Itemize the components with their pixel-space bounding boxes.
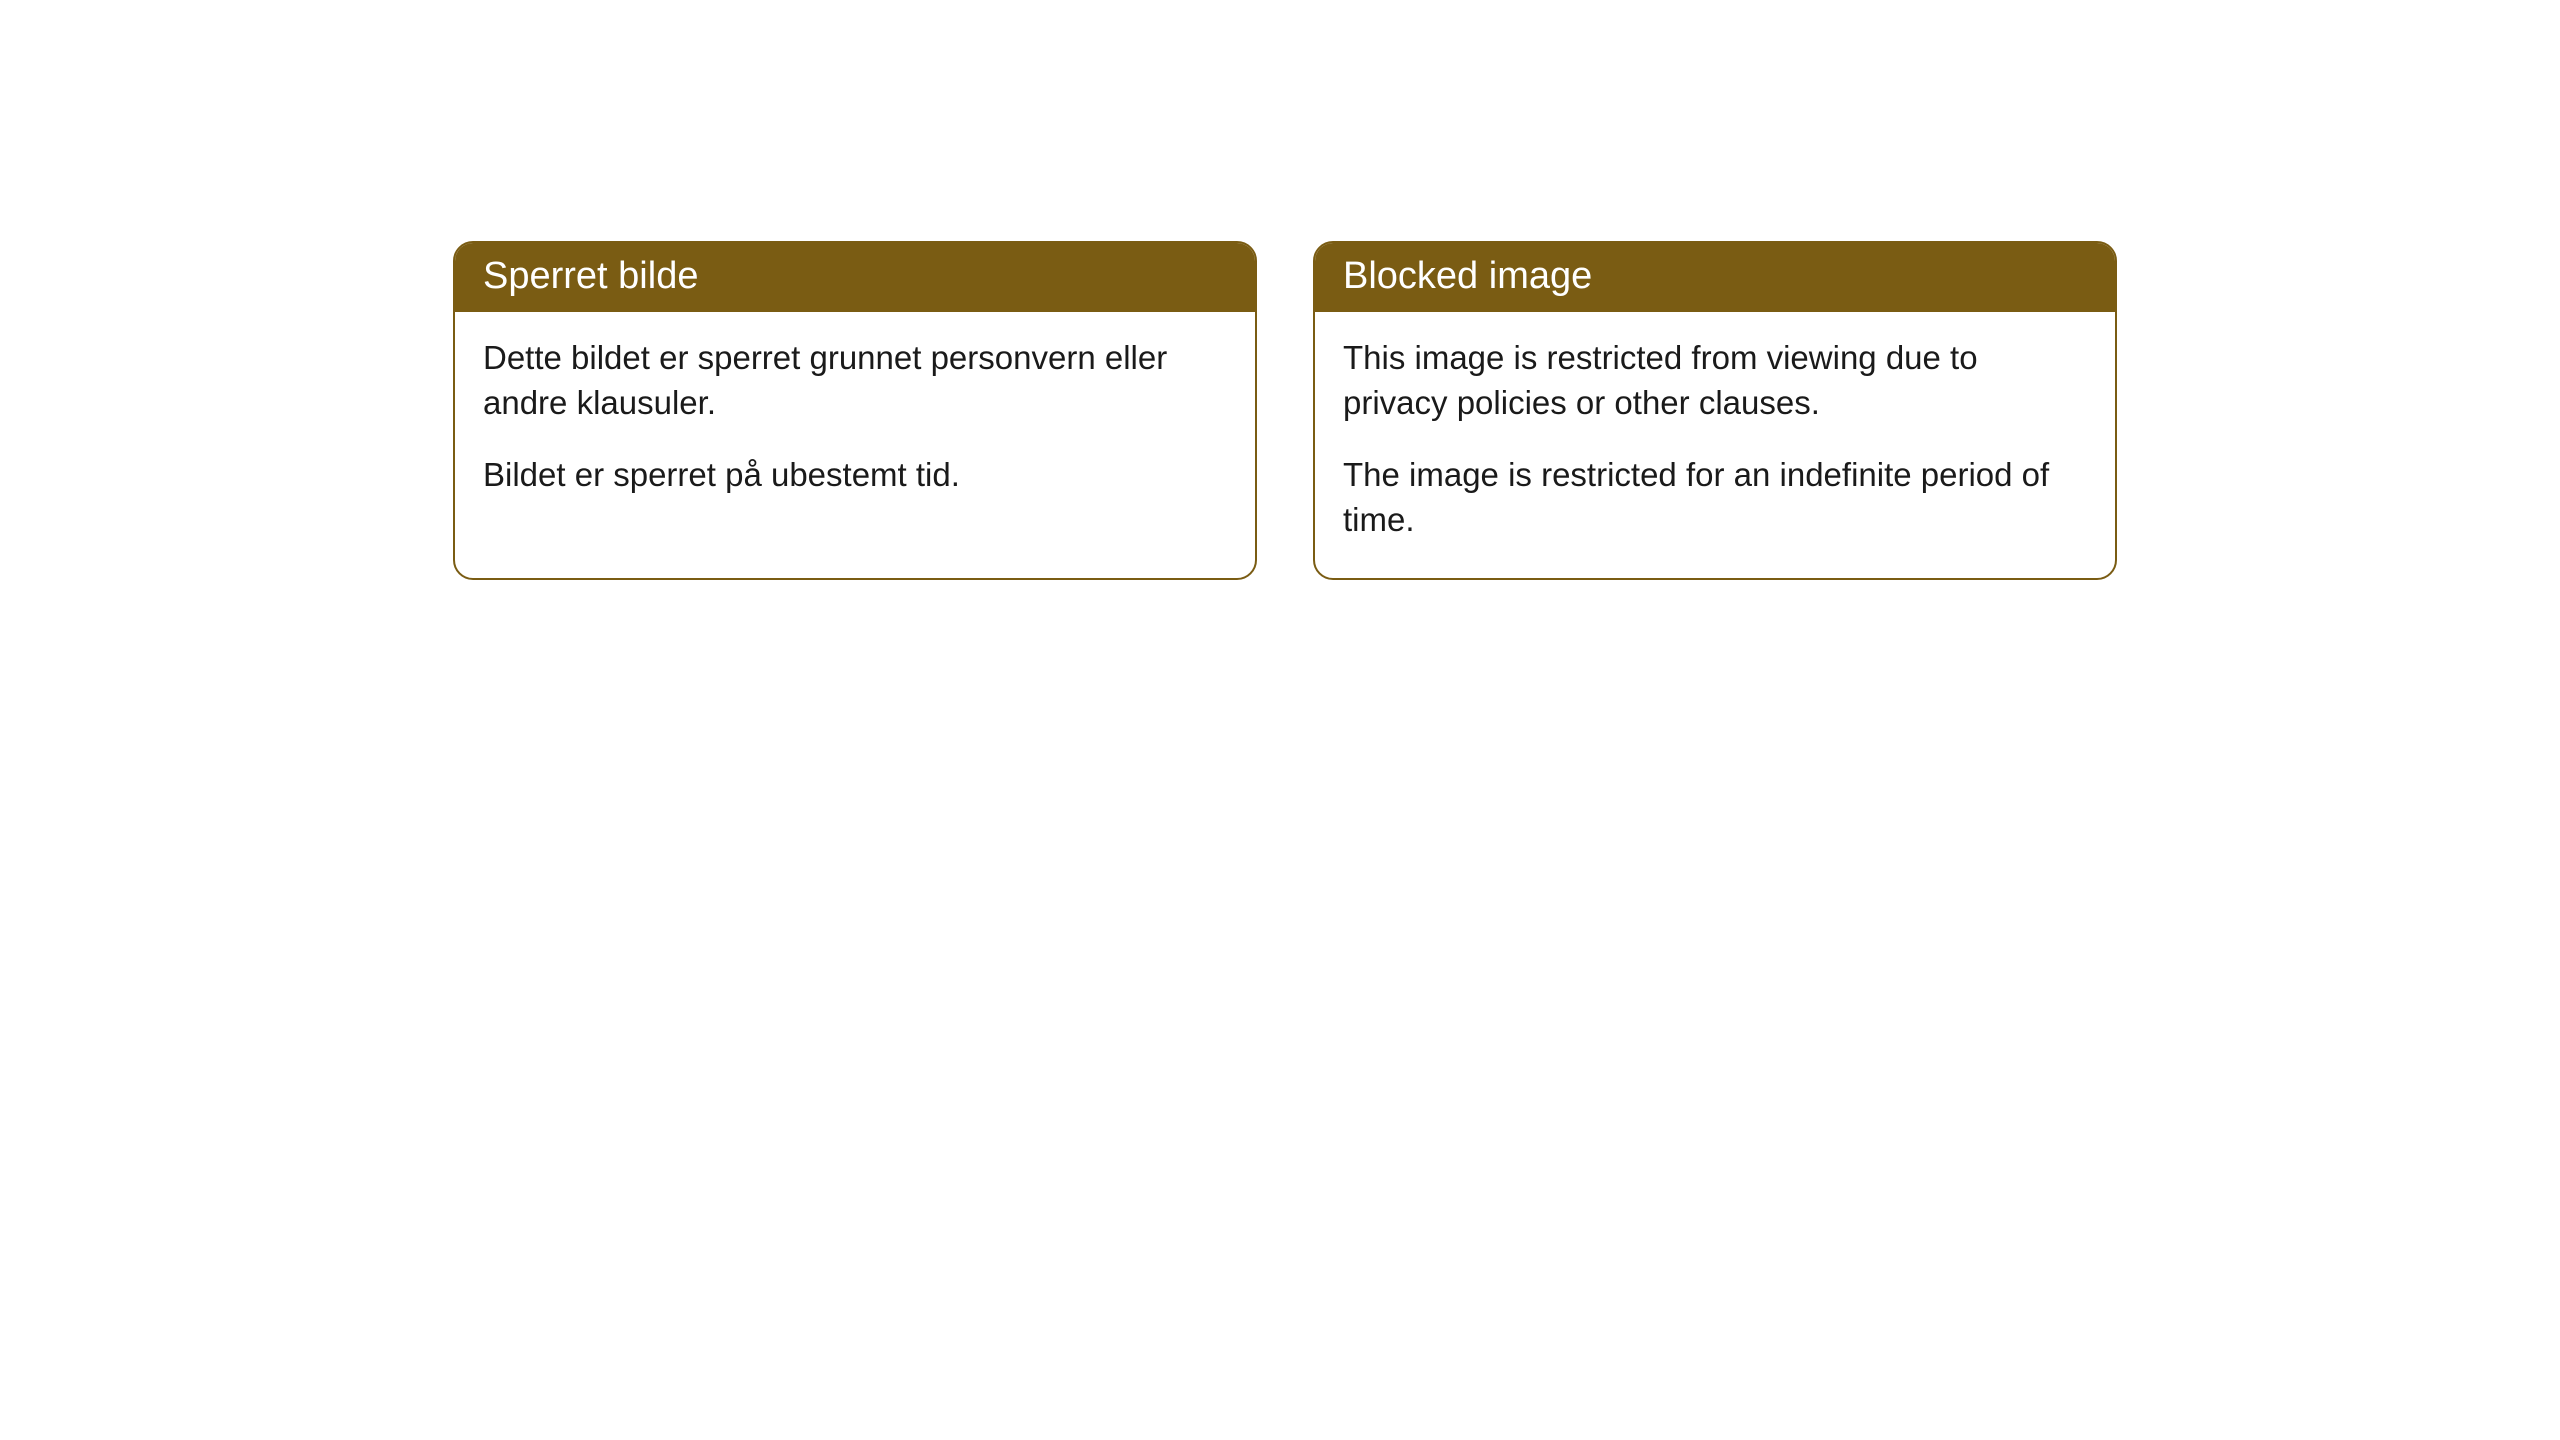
notice-cards-container: Sperret bilde Dette bildet er sperret gr…	[0, 0, 2560, 580]
card-title: Sperret bilde	[483, 255, 698, 297]
card-paragraph: Dette bildet er sperret grunnet personve…	[483, 336, 1227, 425]
card-paragraph: The image is restricted for an indefinit…	[1343, 453, 2087, 542]
card-body: This image is restricted from viewing du…	[1315, 312, 2115, 578]
blocked-image-card-english: Blocked image This image is restricted f…	[1313, 241, 2117, 580]
card-title: Blocked image	[1343, 255, 1592, 297]
blocked-image-card-norwegian: Sperret bilde Dette bildet er sperret gr…	[453, 241, 1257, 580]
card-paragraph: Bildet er sperret på ubestemt tid.	[483, 453, 1227, 498]
card-header: Blocked image	[1315, 243, 2115, 312]
card-paragraph: This image is restricted from viewing du…	[1343, 336, 2087, 425]
card-body: Dette bildet er sperret grunnet personve…	[455, 312, 1255, 534]
card-header: Sperret bilde	[455, 243, 1255, 312]
